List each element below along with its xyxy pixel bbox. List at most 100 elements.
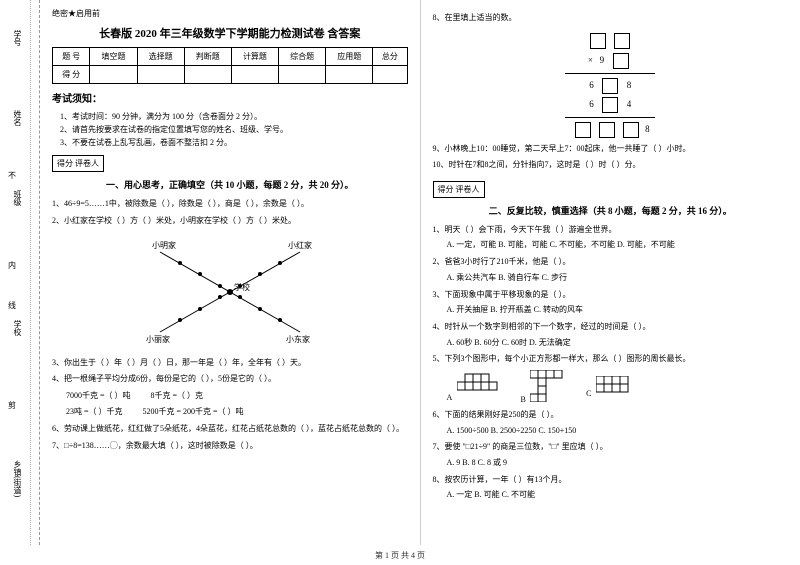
- secret-mark: 绝密★启用前: [52, 8, 408, 19]
- q1-4: 4、把一根绳子平均分成6份，每份是它的（ ），5份是它的（ ）。: [52, 372, 408, 386]
- q1-7: 7、□÷8=138……◯，余数最大填（ ），这时被除数是（ ）。: [52, 439, 408, 453]
- notice-title: 考试须知：: [52, 90, 408, 105]
- shape-b-group: B: [521, 370, 571, 404]
- margin-xiangzhen: 乡镇(街道): [12, 460, 23, 497]
- cell-blank[interactable]: [137, 66, 184, 84]
- q2-4: 4、时针从一个数字到相邻的下一个数字，经过的时间是（ ）。: [433, 320, 789, 334]
- q2-6-opts: A. 1500÷500 B. 2500÷2250 C. 150+150: [447, 425, 789, 438]
- q2-3: 3、下面现象中属于平移现象的是（ ）。: [433, 288, 789, 302]
- left-column: 绝密★启用前 长春版 2020 年三年级数学下学期能力检测试卷 含答案 题 号 …: [40, 0, 421, 545]
- q2-1: 1、明天（ ）会下雨，今天下午我（ ）游遍全世界。: [433, 223, 789, 237]
- cell-blank[interactable]: [326, 66, 373, 84]
- q1-1: 1、46÷9=5……1中，被除数是（ ），除数是（ ），商是（ ），余数是（ ）…: [52, 197, 408, 211]
- mult-x: ×: [588, 55, 593, 65]
- q2-8-opts: A. 一定 B. 可能 C. 不可能: [447, 489, 789, 502]
- binding-margin: 学号 姓名 班级 学校 乡镇(街道) 不 内 线 剪: [0, 0, 40, 545]
- q1-5d-text: 5200千克 = 200千克 =（ ）吨: [143, 407, 244, 416]
- cell-blank[interactable]: [231, 66, 278, 84]
- th-1: 填空题: [90, 48, 137, 66]
- q2-2-opts: A. 乘公共汽车 B. 骑自行车 C. 步行: [447, 272, 789, 285]
- mult-box-7[interactable]: [599, 122, 615, 138]
- dir-tr: 小红家: [288, 240, 312, 250]
- cell-blank[interactable]: [184, 66, 231, 84]
- shape-a-label: A: [447, 393, 453, 402]
- cut-mark-cut: 剪: [8, 400, 16, 411]
- dir-tl: 小明家: [152, 240, 176, 250]
- mult-8a: 8: [627, 80, 632, 90]
- mult-6a: 6: [589, 80, 594, 90]
- q1-5c-text: 23吨 =（ ）千克: [66, 407, 123, 416]
- th-2: 选择题: [137, 48, 184, 66]
- cell-blank[interactable]: [90, 66, 137, 84]
- mult-box-5[interactable]: [602, 97, 618, 113]
- th-3: 判断题: [184, 48, 231, 66]
- q2-7: 7、要使 "□21÷9" 的商是三位数，"□" 里应填（ ）。: [433, 440, 789, 454]
- q2-3-opts: A. 开关抽屉 B. 拧开瓶盖 C. 转动的风车: [447, 304, 789, 317]
- mult-line-1: [565, 73, 655, 74]
- mult-box-3[interactable]: [613, 53, 629, 69]
- margin-banji: 班级: [12, 190, 23, 206]
- th-4: 计算题: [231, 48, 278, 66]
- q1-10: 10、时针在7和8之间，分针指向7，这时是（ ）时（ ）分。: [433, 158, 789, 172]
- mult-box-6[interactable]: [575, 122, 591, 138]
- direction-diagram: 小明家 小红家 小丽家 小东家 学校: [130, 232, 330, 352]
- dotted-fold-line: [30, 0, 31, 545]
- q2-1-opts: A. 一定，可能 B. 可能，可能 C. 不可能，不可能 D. 可能，不可能: [447, 239, 789, 252]
- cell-blank[interactable]: [279, 66, 326, 84]
- th-5: 综合题: [279, 48, 326, 66]
- cut-mark-bu: 不: [8, 170, 16, 181]
- section-2-title: 二、反复比较，慎重选择（共 8 小题，每题 2 分，共 16 分）。: [433, 204, 789, 217]
- exam-title: 长春版 2020 年三年级数学下学期能力检测试卷 含答案: [52, 25, 408, 41]
- mult-box-4[interactable]: [602, 78, 618, 94]
- shape-b-label: B: [521, 395, 526, 404]
- cell-blank[interactable]: [373, 66, 407, 84]
- mult-box-2[interactable]: [614, 33, 630, 49]
- mult-4: 4: [627, 99, 632, 109]
- shape-a-group: A: [447, 372, 505, 402]
- dir-br: 小东家: [286, 334, 310, 344]
- q1-5a: 7000千克 =（ ）吨 8千克 =（ ）克: [66, 389, 408, 403]
- th-0: 题 号: [53, 48, 90, 66]
- mult-line-2: [565, 117, 655, 118]
- row2-label: 得 分: [53, 66, 90, 84]
- mult-8b: 8: [645, 124, 650, 134]
- q1-9: 9、小林晚上10：00睡觉，第二天早上7：00起床，他一共睡了（ ）小时。: [433, 142, 789, 156]
- margin-xuehao: 学号: [12, 30, 23, 46]
- q2-6: 6、下面的结果刚好是250的是（ ）。: [433, 408, 789, 422]
- q2-5: 5、下列3个图形中，每个小正方形都一样大，那么（ ）图形的周长最长。: [433, 352, 789, 366]
- cut-mark-line: 线: [8, 300, 16, 311]
- margin-xingming: 姓名: [12, 110, 23, 126]
- vertical-multiplication: × 9 6 8 6 4 8: [433, 33, 789, 138]
- right-column: 8、在里填上适当的数。 × 9 6 8 6 4 8 9、小林晚上10：00睡觉，…: [421, 0, 800, 545]
- shape-c-label: C: [586, 389, 591, 398]
- cut-mark-nei: 内: [8, 260, 16, 271]
- q1-5c: 23吨 =（ ）千克 5200千克 = 200千克 =（ ）吨: [66, 405, 408, 419]
- score-box-2: 得分 评卷人: [433, 181, 485, 198]
- q2-2: 2、爸爸3小时行了210千米，他是（ ）。: [433, 255, 789, 269]
- th-7: 总分: [373, 48, 407, 66]
- dir-bl: 小丽家: [146, 334, 170, 344]
- notice-item-3: 3、不要在试卷上乱写乱画，卷面不整洁扣 2 分。: [60, 137, 408, 150]
- shape-c-group: C: [586, 376, 636, 398]
- notice-list: 1、考试时间：90 分钟，满分为 100 分（含卷面分 2 分）。 2、请首先按…: [60, 111, 408, 149]
- score-table: 题 号 填空题 选择题 判断题 计算题 综合题 应用题 总分 得 分: [52, 47, 408, 84]
- q1-5b-text: 8千克 =（ ）克: [151, 391, 204, 400]
- dir-center: 学校: [234, 282, 250, 292]
- q1-5a-text: 7000千克 =（ ）吨: [66, 391, 131, 400]
- shape-c: [596, 376, 636, 396]
- shapes-row: A B C: [447, 370, 789, 404]
- margin-xuexiao: 学校: [12, 320, 23, 336]
- q2-4-opts: A. 60秒 B. 60分 C. 60时 D. 无法确定: [447, 337, 789, 350]
- th-6: 应用题: [326, 48, 373, 66]
- section-1-title: 一、用心思考，正确填空（共 10 小题，每题 2 分，共 20 分）。: [52, 178, 408, 191]
- shape-b: [530, 370, 570, 402]
- q1-8-intro: 8、在里填上适当的数。: [433, 11, 789, 25]
- mult-6b: 6: [589, 99, 594, 109]
- mult-box-8[interactable]: [623, 122, 639, 138]
- q1-2: 2、小红家在学校（ ）方（ ）米处，小明家在学校（ ）方（ ）米处。: [52, 214, 408, 228]
- shape-a: [457, 372, 505, 400]
- mult-9: 9: [600, 55, 605, 65]
- notice-item-1: 1、考试时间：90 分钟，满分为 100 分（含卷面分 2 分）。: [60, 111, 408, 124]
- mult-box-1[interactable]: [590, 33, 606, 49]
- q1-6: 6、劳动课上做纸花，红红做了5朵纸花，4朵蓝花，红花占纸花总数的（ ），蓝花占纸…: [52, 422, 408, 436]
